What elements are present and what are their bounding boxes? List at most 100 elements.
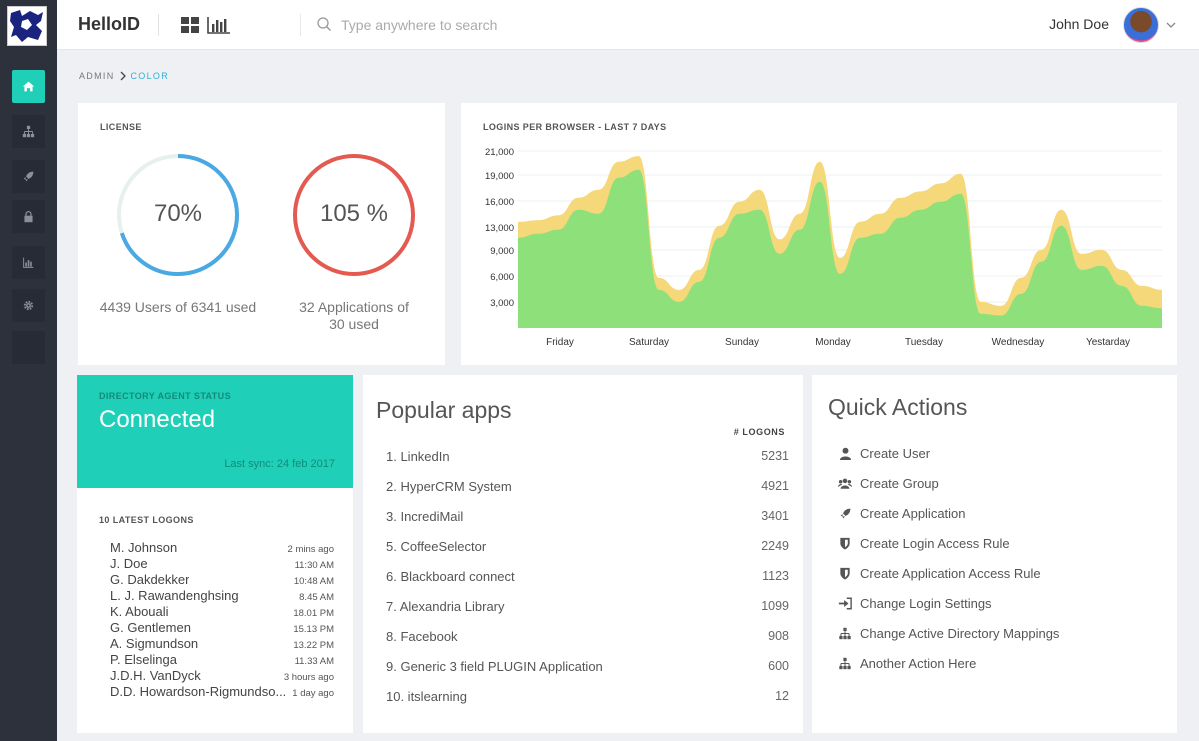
logons-column-header: # LOGONS bbox=[733, 427, 785, 437]
chart-y-tick-label: 19,000 bbox=[485, 171, 514, 182]
app-row[interactable]: 6. Blackboard connect 1123 bbox=[386, 561, 789, 591]
app-name: 8. Facebook bbox=[386, 628, 458, 644]
logons-title: 10 LATEST LOGONS bbox=[99, 515, 194, 525]
logon-row[interactable]: J.D.H. VanDyck 3 hours ago bbox=[110, 668, 334, 684]
quick-action-label: Create Application Access Rule bbox=[860, 565, 1041, 581]
sign-in-icon bbox=[838, 596, 852, 610]
user-icon bbox=[838, 446, 852, 460]
quick-action-create-application-access-rule[interactable]: Create Application Access Rule bbox=[838, 558, 1059, 588]
rocket-icon bbox=[23, 171, 34, 182]
breadcrumb-admin[interactable]: ADMIN bbox=[79, 71, 115, 81]
latest-logons-card: 10 LATEST LOGONS M. Johnson 2 mins ago J. … bbox=[77, 375, 353, 733]
logins-chart-card: LOGINS PER BROWSER - LAST 7 DAYS 21,000 1… bbox=[461, 103, 1177, 365]
nav-empty[interactable] bbox=[12, 331, 45, 364]
app-row[interactable]: 9. Generic 3 field PLUGIN Application 600 bbox=[386, 651, 789, 681]
quick-action-create-group[interactable]: Create Group bbox=[838, 468, 1059, 498]
nav-security[interactable] bbox=[12, 200, 45, 233]
app-logon-count: 1123 bbox=[762, 569, 789, 583]
quick-action-create-login-access-rule[interactable]: Create Login Access Rule bbox=[838, 528, 1059, 558]
avatar[interactable] bbox=[1123, 7, 1159, 43]
logon-row[interactable]: A. Sigmundson 13.22 PM bbox=[110, 636, 334, 652]
app-row[interactable]: 3. IncrediMail 3401 bbox=[386, 501, 789, 531]
applications-gauge bbox=[293, 154, 415, 276]
app-row[interactable]: 5. CoffeeSelector 2249 bbox=[386, 531, 789, 561]
app-row[interactable]: 1. LinkedIn 5231 bbox=[386, 441, 789, 471]
nav-applications[interactable] bbox=[12, 160, 45, 193]
chart-x-tick-label: Monday bbox=[815, 337, 851, 348]
logon-time: 15.13 PM bbox=[293, 624, 334, 635]
shield-icon bbox=[838, 566, 852, 580]
logon-row[interactable]: J. Doe 11:30 AM bbox=[110, 556, 334, 572]
app-row[interactable]: 8. Facebook 908 bbox=[386, 621, 789, 651]
app-name: 9. Generic 3 field PLUGIN Application bbox=[386, 658, 603, 674]
sidebar bbox=[0, 0, 57, 741]
chart-title: LOGINS PER BROWSER - LAST 7 DAYS bbox=[483, 122, 667, 132]
dashboard-icon[interactable] bbox=[180, 15, 200, 35]
chart-y-tick-label: 13,000 bbox=[485, 223, 514, 234]
nav-reports[interactable] bbox=[12, 246, 45, 279]
chart-series-area bbox=[518, 169, 1162, 328]
logins-area-chart: 21,000 19,000 16,000 13,000 9,000 6,000 3,000 F… bbox=[485, 147, 1162, 348]
chart-y-tick-label: 16,000 bbox=[485, 197, 514, 208]
logon-row[interactable]: P. Elselinga 11.33 AM bbox=[110, 652, 334, 668]
logon-time: 18.01 PM bbox=[293, 608, 334, 619]
app-logon-count: 2249 bbox=[761, 539, 789, 553]
quick-action-another-action-here[interactable]: Another Action Here bbox=[838, 648, 1059, 678]
nav-home[interactable] bbox=[12, 70, 45, 103]
chevron-down-icon[interactable] bbox=[1165, 19, 1177, 31]
bar-chart-icon[interactable] bbox=[207, 15, 231, 35]
logon-row[interactable]: G. Gentlemen 15.13 PM bbox=[110, 620, 334, 636]
nav-directory[interactable] bbox=[12, 115, 45, 148]
logon-name: M. Johnson bbox=[110, 540, 178, 555]
logon-row[interactable]: G. Dakdekker 10:48 AM bbox=[110, 572, 334, 588]
popular-apps-title: Popular apps bbox=[376, 397, 512, 423]
app-logon-count: 908 bbox=[768, 629, 789, 643]
app-title: HelloID bbox=[78, 14, 141, 34]
quick-action-change-login-settings[interactable]: Change Login Settings bbox=[838, 588, 1059, 618]
logon-row[interactable]: M. Johnson 2 mins ago bbox=[110, 540, 334, 556]
app-name: 7. Alexandria Library bbox=[386, 598, 505, 614]
app-logon-count: 600 bbox=[768, 659, 789, 673]
logon-time: 3 hours ago bbox=[283, 672, 334, 683]
app-name: 5. CoffeeSelector bbox=[386, 538, 487, 554]
users-caption: 4439 Users of 6341 used bbox=[99, 299, 257, 315]
app-name: 6. Blackboard connect bbox=[386, 568, 515, 584]
top-bar: HelloID John Doe bbox=[57, 0, 1199, 50]
logon-name: A. Sigmundson bbox=[110, 636, 199, 651]
logon-time: 8.45 AM bbox=[299, 592, 334, 603]
users-percentage: 70% bbox=[153, 200, 203, 227]
group-icon bbox=[838, 476, 852, 490]
logon-time: 11.33 AM bbox=[294, 656, 334, 667]
search-input[interactable] bbox=[341, 13, 641, 37]
directory-agent-card: DIRECTORY AGENT STATUS Connected Last sy… bbox=[77, 375, 353, 488]
user-name[interactable]: John Doe bbox=[1049, 16, 1109, 32]
search-icon[interactable] bbox=[316, 16, 332, 32]
breadcrumb-color: COLOR bbox=[130, 71, 170, 81]
applications-caption-line1: 32 Applications of bbox=[299, 299, 409, 315]
app-logon-count: 12 bbox=[775, 689, 789, 703]
app-logon-count: 4921 bbox=[761, 479, 789, 493]
gear-icon bbox=[23, 300, 34, 311]
logon-row[interactable]: L. J. Rawandenghsing 8.45 AM bbox=[110, 588, 334, 604]
nav-settings[interactable] bbox=[12, 289, 45, 322]
logon-name: D.D. Howardson-Rigmundso... bbox=[110, 684, 287, 699]
logon-time: 13.22 PM bbox=[293, 640, 334, 651]
quick-action-change-active-directory-mappings[interactable]: Change Active Directory Mappings bbox=[838, 618, 1059, 648]
app-row[interactable]: 10. itslearning 12 bbox=[386, 681, 789, 711]
quick-action-create-user[interactable]: Create User bbox=[838, 438, 1059, 468]
home-icon bbox=[22, 81, 35, 92]
logon-row[interactable]: D.D. Howardson-Rigmundso... 1 day ago bbox=[110, 684, 334, 700]
quick-action-create-application[interactable]: Create Application bbox=[838, 498, 1059, 528]
logon-name: P. Elselinga bbox=[110, 652, 177, 667]
logo[interactable] bbox=[7, 6, 47, 46]
app-row[interactable]: 7. Alexandria Library 1099 bbox=[386, 591, 789, 621]
quick-action-label: Another Action Here bbox=[860, 655, 977, 671]
actions-list: Create User Create Group Create Applicatio… bbox=[838, 438, 1059, 678]
license-title: LICENSE bbox=[100, 122, 142, 132]
license-card: LICENSE 70% 4439 Users of 6341 used 105 … bbox=[78, 103, 445, 365]
app-row[interactable]: 2. HyperCRM System 4921 bbox=[386, 471, 789, 501]
logon-row[interactable]: K. Abouali 18.01 PM bbox=[110, 604, 334, 620]
chart-x-tick-label: Friday bbox=[546, 337, 574, 348]
chevron-right-icon bbox=[120, 71, 126, 81]
logon-time: 1 day ago bbox=[292, 688, 334, 699]
